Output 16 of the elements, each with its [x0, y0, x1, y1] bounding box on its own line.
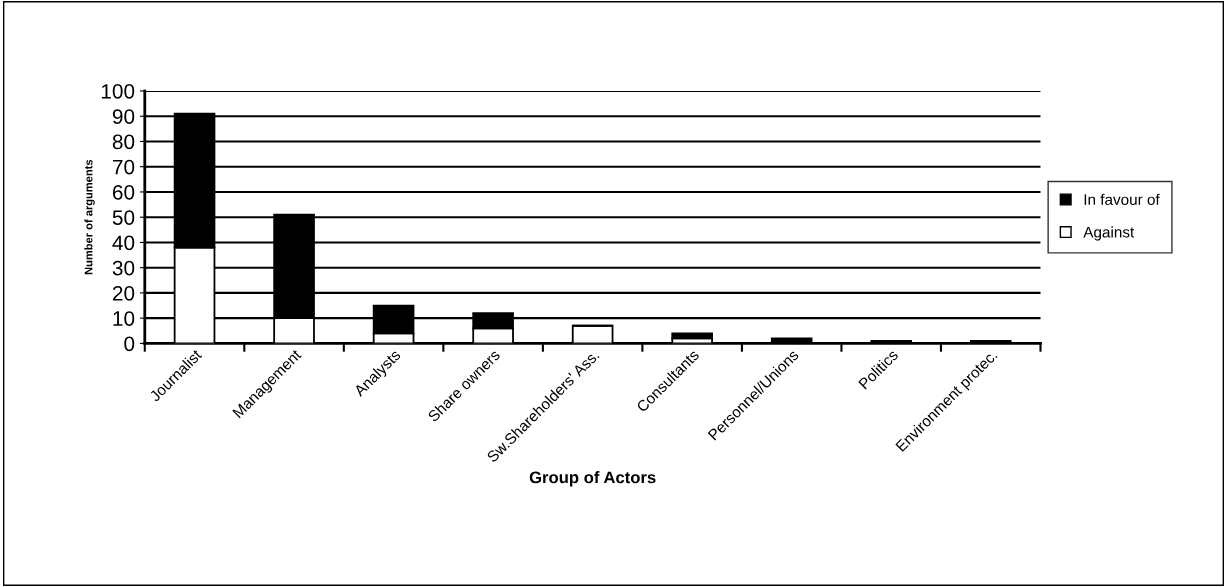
y-tick-label: 100 — [101, 83, 135, 99]
y-tick-label: 50 — [112, 210, 135, 225]
bar — [671, 332, 713, 340]
x-axis-title: Group of Actors — [529, 471, 656, 487]
y-tick-label: 80 — [112, 134, 135, 150]
y-tick-label: 90 — [112, 109, 135, 124]
y-tick-label: 10 — [113, 311, 135, 326]
y-tick-label: 70 — [112, 159, 135, 175]
legend-label: In favour of — [1084, 193, 1160, 205]
y-tick-label: 30 — [112, 260, 135, 276]
y-tick-label: 0 — [124, 336, 135, 352]
y-tick-label: 40 — [112, 235, 135, 251]
y-tick-label: 60 — [112, 184, 135, 200]
y-axis-title: Number of arguments — [84, 159, 95, 275]
y-tick-label: 20 — [112, 285, 135, 301]
legend-label: Against — [1083, 226, 1135, 241]
